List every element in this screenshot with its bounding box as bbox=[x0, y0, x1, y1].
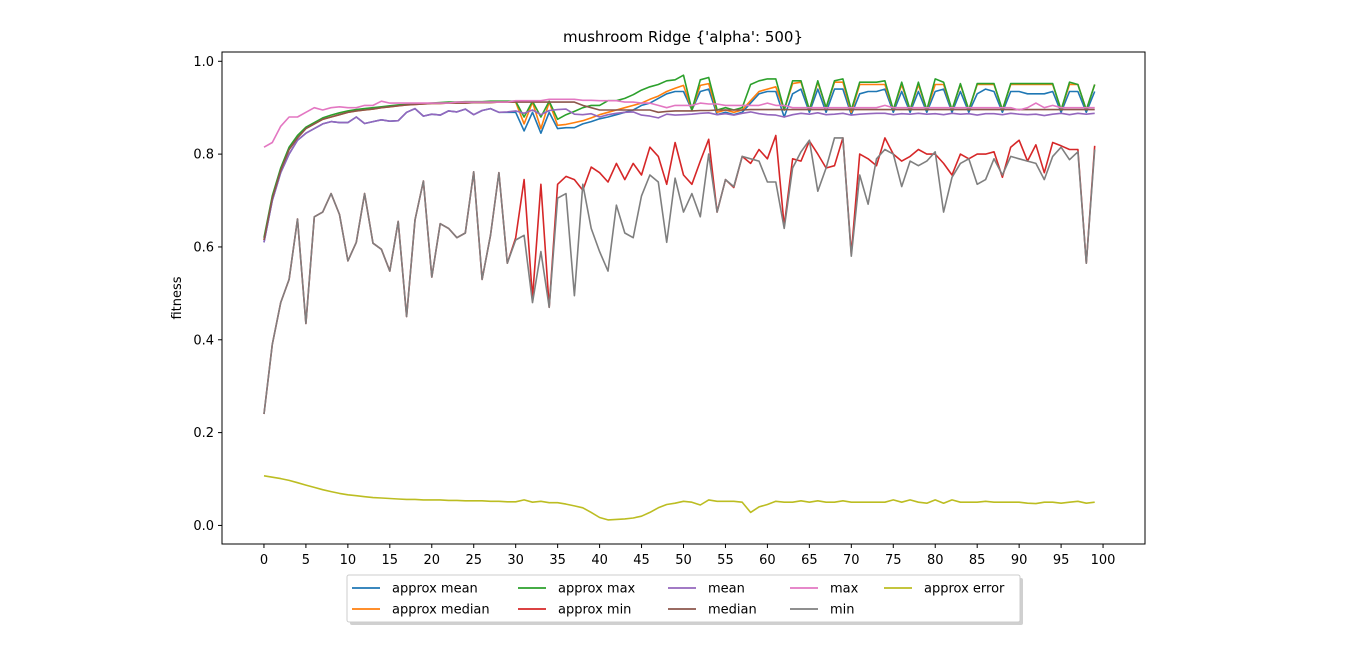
x-tick-label: 30 bbox=[507, 553, 524, 568]
x-tick-label: 35 bbox=[549, 553, 566, 568]
legend-label: min bbox=[830, 603, 855, 618]
series-line-min bbox=[263, 137, 1096, 415]
y-tick-label: 0.2 bbox=[193, 426, 214, 441]
x-tick-label: 40 bbox=[591, 553, 608, 568]
legend-label: approx mean bbox=[392, 582, 478, 597]
x-tick-label: 5 bbox=[302, 553, 310, 568]
x-tick-label: 10 bbox=[340, 553, 357, 568]
legend-box bbox=[346, 574, 1021, 623]
legend-label: max bbox=[830, 582, 859, 597]
x-tick-label: 55 bbox=[717, 553, 734, 568]
x-tick-label: 90 bbox=[1011, 553, 1028, 568]
series-line-max bbox=[263, 98, 1095, 148]
y-tick-label: 1.0 bbox=[193, 55, 214, 70]
plot-frame bbox=[221, 51, 1146, 545]
x-tick-label: 80 bbox=[927, 553, 944, 568]
legend-label: approx median bbox=[392, 603, 490, 618]
y-axis-label: fitness bbox=[170, 276, 185, 319]
legend: approx mean approx median approx max approx… bbox=[346, 574, 1023, 625]
x-tick-label: 100 bbox=[1091, 553, 1116, 568]
x-tick-label: 75 bbox=[885, 553, 902, 568]
x-tick-label: 50 bbox=[675, 553, 692, 568]
legend-label: median bbox=[708, 603, 757, 618]
y-tick-label: 0.4 bbox=[193, 333, 214, 348]
axis-ticks: 0 5 10 15 20 25 30 35 40 45 50 55 60 65 70 75 80 85 90 95 10… bbox=[193, 55, 1115, 568]
y-tick-label: 0.6 bbox=[193, 240, 214, 255]
x-tick-label: 85 bbox=[969, 553, 986, 568]
chart-title: mushroom Ridge {'alpha': 500} bbox=[563, 28, 803, 46]
x-tick-label: 65 bbox=[801, 553, 818, 568]
x-tick-label: 25 bbox=[465, 553, 482, 568]
series-line-approx-mean bbox=[263, 88, 1096, 243]
legend-label: mean bbox=[708, 582, 745, 597]
series-lines bbox=[263, 74, 1096, 521]
x-tick-label: 15 bbox=[382, 553, 399, 568]
series-line-median bbox=[263, 101, 1095, 241]
x-tick-label: 45 bbox=[633, 553, 650, 568]
x-tick-label: 20 bbox=[423, 553, 440, 568]
series-line-approx-error bbox=[263, 475, 1095, 521]
x-tick-label: 95 bbox=[1053, 553, 1070, 568]
legend-label: approx max bbox=[558, 582, 636, 597]
legend-label: approx error bbox=[924, 582, 1005, 597]
x-tick-label: 60 bbox=[759, 553, 776, 568]
series-line-approx-min bbox=[263, 134, 1096, 415]
legend-label: approx min bbox=[558, 603, 631, 618]
y-tick-label: 0.0 bbox=[193, 519, 214, 534]
y-tick-label: 0.8 bbox=[193, 148, 214, 163]
x-tick-label: 70 bbox=[843, 553, 860, 568]
x-tick-label: 0 bbox=[260, 553, 268, 568]
series-line-mean bbox=[263, 107, 1095, 243]
